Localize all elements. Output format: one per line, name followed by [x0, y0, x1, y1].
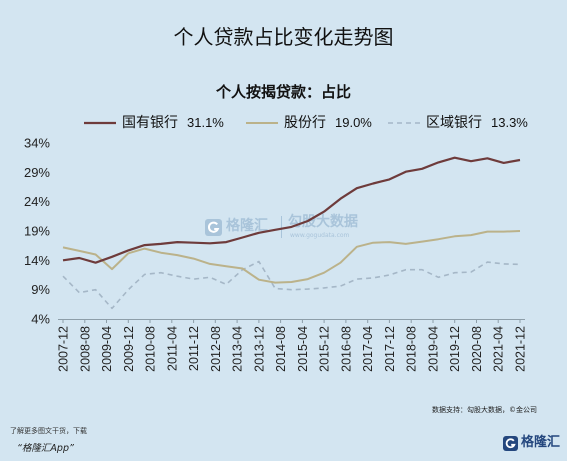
joint-stock-banks-line [62, 230, 521, 284]
logo-glyph [208, 221, 220, 233]
watermark-data-brand: 勾股大数据 [288, 214, 358, 230]
x-tick-label: 2013-04 [231, 326, 245, 372]
legend-item-joint-stock-banks: 股份行 19.0% [246, 114, 372, 132]
legend-item-state-owned-banks: 国有银行 31.1% [84, 114, 224, 132]
state-owned-banks-line [62, 156, 521, 264]
y-tick-label: 29% [24, 165, 50, 180]
x-tick-label: 2017-04 [361, 326, 375, 372]
data-source-note: 数据支持：勾股大数据，©金公司 [432, 406, 537, 414]
x-tick-label: 2015-12 [318, 326, 332, 372]
y-tick-label: 24% [24, 194, 50, 209]
x-tick-label: 2012-08 [209, 326, 223, 372]
x-tick-label: 2019-12 [448, 326, 462, 372]
x-tick-label: 2021-04 [492, 326, 506, 372]
x-tick-label: 2014-08 [274, 326, 288, 372]
x-tick-label: 2008-08 [78, 326, 92, 372]
legend-value: 13.3% [491, 115, 528, 130]
x-tick-label: 2015-04 [296, 326, 310, 372]
legend-value: 31.1% [187, 115, 224, 130]
logo-glyph [505, 438, 516, 449]
x-tick-label: 2013-12 [252, 326, 266, 372]
y-axis-ticks: 34% 29% 24% 19% 14% 9% 4% [24, 136, 50, 327]
x-tick-label: 2016-08 [339, 326, 353, 372]
y-tick-label: 4% [31, 312, 50, 327]
chart-subtitle: 个人按揭贷款：占比 [215, 83, 351, 101]
plot-lines [62, 156, 521, 310]
logo-background [205, 219, 222, 236]
x-tick-label: 2017-12 [383, 326, 397, 372]
y-tick-label: 9% [31, 282, 50, 297]
legend-swatch [84, 121, 116, 125]
x-tick-label: 2011-12 [187, 326, 201, 371]
x-tick-label: 2009-04 [100, 326, 114, 372]
x-tick-label: 2011-04 [165, 326, 179, 371]
regional-banks-line [62, 260, 521, 310]
x-tick-label: 2007-12 [57, 326, 71, 372]
legend-label: 股份行 [284, 115, 326, 131]
footer-brand: 格隆汇 [521, 435, 561, 450]
logo-background [503, 436, 518, 451]
gelonghui-logo-icon [503, 436, 518, 451]
x-axis-ticks: 2007-12 2008-08 2009-04 2009-12 2010-08 2011-… [57, 319, 528, 372]
y-tick-label: 19% [24, 224, 50, 239]
x-tick-label: 2020-08 [470, 326, 484, 372]
y-tick-label: 14% [24, 253, 50, 268]
x-tick-label: 2018-08 [405, 326, 419, 372]
legend-value: 19.0% [335, 115, 372, 130]
x-tick-label: 2009-12 [122, 326, 136, 372]
legend-swatch [246, 122, 278, 124]
promo-app-name: “格隆汇App” [17, 443, 74, 454]
x-tick-label: 2010-08 [144, 326, 158, 372]
watermark-brand: 格隆汇 [226, 218, 268, 234]
gelonghui-logo-icon [205, 219, 222, 236]
watermark-url: www.gogudata.com [290, 232, 350, 239]
x-tick-label: 2021-12 [514, 326, 528, 372]
x-tick-label: 2019-04 [427, 326, 441, 372]
chart-title: 个人贷款占比变化走势图 [173, 25, 394, 49]
legend-label: 区域银行 [426, 115, 482, 131]
y-tick-label: 34% [24, 136, 50, 151]
legend-swatch [388, 122, 420, 124]
legend-item-regional-banks: 区域银行 13.3% [388, 114, 528, 132]
promo-text: 了解更多图文干货，下载 [10, 427, 87, 435]
watermark-divider [281, 216, 282, 238]
legend-label: 国有银行 [122, 115, 178, 131]
